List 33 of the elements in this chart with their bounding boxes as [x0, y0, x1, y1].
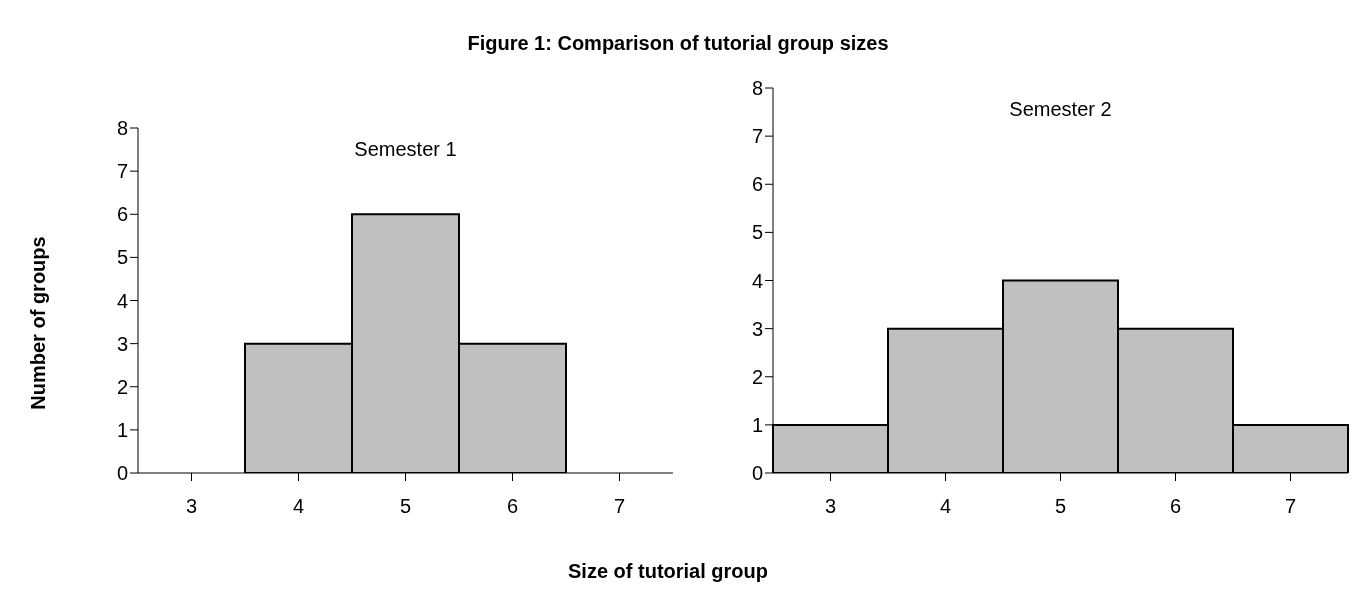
x-tick-label: 6 — [1169, 495, 1182, 518]
x-axis-title: Size of tutorial group — [567, 560, 769, 583]
y-tick-label: 6 — [116, 203, 128, 226]
y-tick-label: 7 — [116, 160, 128, 183]
x-tick-label: 3 — [185, 495, 198, 518]
y-tick-label: 0 — [751, 462, 763, 485]
y-tick-label: 3 — [116, 332, 128, 355]
y-axis-title: Number of groups — [26, 236, 50, 410]
y-tick-label: 1 — [116, 418, 128, 441]
chart-title: Figure 1: Comparison of tutorial group sizes — [466, 32, 890, 55]
x-tick-label: 7 — [613, 495, 626, 518]
y-tick-label: 7 — [751, 125, 763, 148]
y-tick-label: 0 — [116, 462, 128, 485]
y-tick-label: 5 — [116, 246, 128, 269]
y-tick-label: 8 — [751, 77, 763, 100]
x-tick-label: 4 — [292, 495, 305, 518]
text: Semester 1 — [353, 138, 458, 161]
x-tick-label: 4 — [939, 495, 952, 518]
y-tick-label: 3 — [751, 317, 763, 340]
x-tick-label: 3 — [824, 495, 837, 518]
y-tick-label: 2 — [751, 365, 763, 388]
y-tick-label: 4 — [751, 269, 763, 292]
y-tick-label: 8 — [116, 117, 128, 140]
x-tick-label: 5 — [399, 495, 412, 518]
x-tick-label: 5 — [1054, 495, 1067, 518]
y-tick-label: 6 — [751, 173, 763, 196]
x-tick-label: 7 — [1284, 495, 1297, 518]
text: Semester 2 — [1008, 98, 1113, 121]
x-tick-label: 6 — [506, 495, 519, 518]
y-tick-label: 2 — [116, 375, 128, 398]
y-tick-label: 1 — [751, 413, 763, 436]
y-tick-label: 5 — [751, 221, 763, 244]
y-tick-label: 4 — [116, 289, 128, 312]
